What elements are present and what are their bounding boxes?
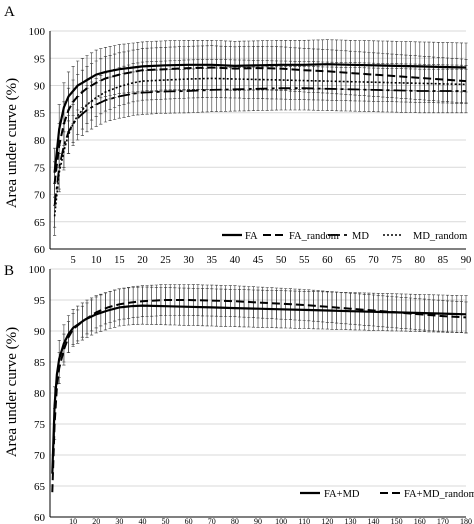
y-tick-label: 90 — [34, 81, 46, 93]
x-tick-label: 70 — [208, 517, 216, 524]
x-tick-label: 140 — [368, 517, 380, 524]
y-tick-label: 90 — [34, 326, 46, 338]
x-tick-label: 90 — [461, 255, 472, 266]
x-tick-label: 55 — [299, 255, 310, 266]
legend-label: FA+MD_random — [404, 489, 474, 500]
x-tick-label: 35 — [207, 255, 218, 266]
legend-label: FA — [245, 231, 258, 242]
x-tick-label: 70 — [368, 255, 379, 266]
x-tick-label: 20 — [137, 255, 148, 266]
x-tick-label: 170 — [437, 517, 449, 524]
x-tick-label: 130 — [344, 517, 356, 524]
x-tick-label: 80 — [415, 255, 426, 266]
panel-b-label: B — [4, 263, 14, 279]
x-tick-label: 10 — [91, 255, 102, 266]
x-tick-label: 150 — [391, 517, 403, 524]
series-line-4 — [53, 77, 467, 217]
x-tick-label: 65 — [345, 255, 356, 266]
series-line-2 — [51, 299, 467, 493]
x-tick-label: 100 — [275, 517, 287, 524]
x-tick-label: 80 — [231, 517, 239, 524]
y-tick-label: 60 — [34, 244, 46, 256]
x-tick-label: 30 — [115, 517, 123, 524]
y-tick-label: 85 — [34, 108, 46, 120]
x-tick-label: 50 — [276, 255, 287, 266]
legend-label: MD_random — [413, 231, 467, 242]
series-line-2 — [53, 66, 467, 184]
x-tick-label: 10 — [69, 517, 77, 524]
panel-a-series-lines — [53, 63, 467, 217]
x-tick-label: 40 — [138, 517, 146, 524]
panel-b-legend: FA+MD FA+MD_random — [300, 489, 474, 500]
x-tick-label: 5 — [70, 255, 75, 266]
panel-a-legend: FA FA_random MD MD_random — [222, 231, 467, 242]
x-tick-label: 160 — [414, 517, 426, 524]
x-tick-label: 45 — [253, 255, 264, 266]
panel-a-y-ticks: 60 65 70 75 80 85 90 95 100 — [29, 26, 46, 256]
x-tick-label: 60 — [322, 255, 333, 266]
y-tick-label: 80 — [34, 388, 46, 400]
series-line-3 — [53, 87, 466, 206]
x-tick-label: 60 — [185, 517, 193, 524]
x-tick-label: 110 — [298, 517, 310, 524]
x-tick-label: 50 — [162, 517, 170, 524]
y-tick-label: 75 — [34, 162, 46, 174]
x-tick-label: 25 — [160, 255, 171, 266]
y-tick-label: 70 — [34, 190, 46, 202]
y-tick-label: 100 — [29, 26, 46, 38]
y-tick-label: 95 — [34, 53, 46, 65]
panel-a: A Area under curve (%) 60 65 70 75 80 85 90 95 1… — [4, 4, 471, 266]
x-tick-label: 85 — [438, 255, 449, 266]
legend-label: MD — [352, 231, 369, 242]
panel-b-y-ticks: 60 65 70 75 80 85 90 95 100 — [29, 264, 46, 524]
x-tick-label: 15 — [114, 255, 125, 266]
series-line-1 — [51, 304, 467, 474]
panel-a-label: A — [4, 4, 15, 20]
x-tick-label: 20 — [92, 517, 100, 524]
x-tick-label: 30 — [183, 255, 194, 266]
x-tick-label: 180 — [460, 517, 472, 524]
x-tick-label: 90 — [254, 517, 262, 524]
panel-b: B Area under curve (%) 60 65 70 75 80 85 90 95 1… — [4, 263, 474, 524]
panel-a-y-axis-label: Area under curve (%) — [4, 78, 20, 208]
panel-b-axes — [49, 269, 466, 518]
y-tick-label: 70 — [34, 450, 46, 462]
series-line-1 — [53, 63, 467, 173]
y-tick-label: 75 — [34, 419, 46, 431]
y-tick-label: 65 — [34, 481, 46, 493]
legend-label: FA_random — [289, 231, 339, 242]
y-tick-label: 85 — [34, 357, 46, 369]
panel-a-axes — [49, 31, 466, 250]
x-tick-label: 75 — [391, 255, 402, 266]
error-bars-1 — [53, 39, 468, 198]
legend-label: FA+MD — [324, 489, 360, 500]
y-tick-label: 65 — [34, 217, 46, 229]
panel-b-y-axis-label: Area under curve (%) — [4, 327, 20, 457]
x-tick-label: 120 — [321, 517, 333, 524]
x-tick-label: 40 — [230, 255, 241, 266]
y-tick-label: 80 — [34, 135, 46, 147]
y-tick-label: 95 — [34, 295, 46, 307]
panel-b-x-ticks: 10 20 30 40 50 60 70 80 90 100 110 120 130 140 150 160 1… — [69, 517, 472, 524]
panel-a-x-ticks: 5 10 15 20 25 30 35 40 45 50 55 60 65 70 75 80 85 90 — [70, 255, 471, 266]
y-tick-label: 60 — [34, 512, 46, 524]
panel-b-series-lines — [51, 299, 467, 493]
y-tick-label: 100 — [29, 264, 46, 276]
